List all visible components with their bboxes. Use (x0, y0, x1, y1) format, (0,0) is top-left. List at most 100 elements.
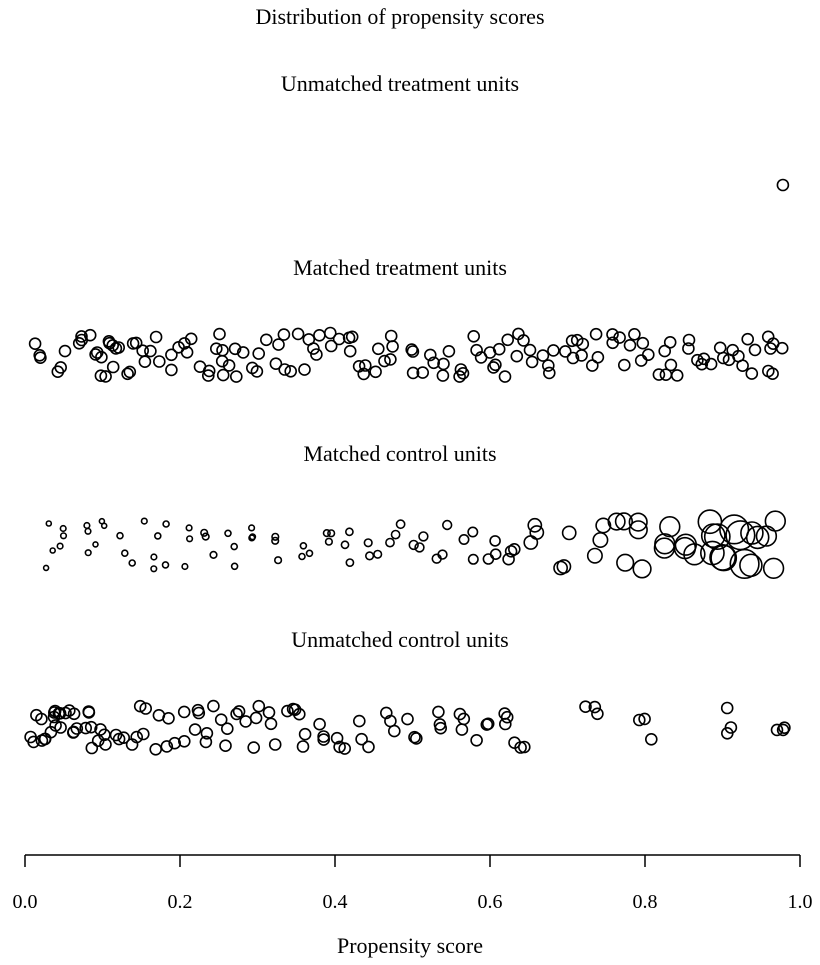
data-point (536, 349, 550, 362)
data-point (406, 345, 420, 358)
data-point (358, 359, 372, 372)
data-point (224, 529, 232, 538)
data-point (327, 529, 336, 538)
data-point (160, 740, 174, 753)
group-unmatched-control: Unmatched control units (24, 627, 791, 756)
data-point (764, 342, 777, 355)
data-point (116, 531, 124, 540)
data-point (683, 543, 706, 566)
data-point (268, 738, 282, 751)
data-point (99, 738, 112, 751)
data-point (628, 512, 648, 532)
group-label-matched-treatment: Matched treatment units (293, 255, 507, 280)
data-point (299, 541, 308, 550)
data-point (230, 562, 239, 571)
data-point (710, 544, 738, 572)
data-point (355, 732, 368, 746)
data-point (498, 707, 512, 720)
data-point (298, 552, 306, 561)
data-point (85, 741, 99, 755)
data-point (123, 365, 137, 379)
data-point (770, 723, 784, 737)
data-point (362, 740, 375, 754)
data-point (761, 364, 775, 378)
data-point (94, 369, 108, 383)
data-point (70, 722, 84, 735)
data-point (652, 368, 666, 381)
data-point (363, 538, 373, 548)
group-matched-treatment: Matched treatment units (28, 255, 789, 383)
chart-title: Distribution of propensity scores (255, 4, 544, 29)
data-point (35, 712, 48, 726)
points-unmatched-treatment (776, 178, 790, 192)
data-point (322, 528, 331, 538)
data-point (541, 359, 555, 372)
data-point (653, 537, 676, 559)
data-point (165, 348, 178, 362)
data-point (527, 517, 543, 533)
data-point (137, 727, 150, 741)
data-point (379, 706, 393, 720)
data-point (248, 524, 256, 532)
data-point (566, 351, 580, 365)
data-point (384, 329, 398, 343)
data-point (523, 535, 539, 550)
data-point (106, 360, 120, 374)
data-point (178, 734, 191, 748)
data-point (409, 732, 423, 745)
data-point (330, 731, 344, 745)
data-point (588, 700, 602, 714)
data-point (202, 369, 215, 382)
data-point (188, 723, 202, 736)
data-point (365, 551, 375, 561)
data-point (67, 707, 81, 721)
data-point (623, 338, 637, 352)
data-point (369, 365, 382, 379)
data-point (296, 740, 310, 753)
data-point (703, 523, 731, 551)
data-point (732, 349, 745, 363)
data-point (79, 721, 92, 735)
data-point (298, 363, 311, 376)
data-point (745, 367, 759, 380)
data-point (437, 549, 448, 560)
data-point (423, 348, 437, 362)
data-point (262, 706, 276, 719)
data-point (556, 559, 572, 574)
data-point (390, 529, 401, 540)
group-label-unmatched-treatment: Unmatched treatment units (281, 71, 519, 96)
data-point (542, 366, 556, 380)
group-unmatched-treatment: Unmatched treatment units (281, 71, 790, 192)
data-point (138, 355, 152, 369)
data-point (54, 721, 67, 734)
data-point (470, 343, 483, 357)
data-point (184, 332, 198, 346)
data-point (277, 328, 291, 341)
data-point (324, 537, 334, 546)
data-point (654, 533, 676, 555)
data-point (606, 328, 619, 341)
data-point (58, 344, 72, 358)
data-point (298, 727, 312, 741)
data-point (305, 549, 314, 558)
data-point (739, 553, 763, 578)
data-point (332, 332, 346, 346)
data-point (185, 524, 193, 532)
data-point (442, 519, 453, 531)
data-point (343, 344, 357, 358)
data-point (213, 327, 226, 341)
data-point (755, 525, 778, 547)
data-point (45, 520, 53, 527)
data-point (345, 558, 355, 567)
data-point (716, 351, 730, 365)
group-label-matched-control: Matched control units (303, 441, 496, 466)
data-point (489, 358, 502, 372)
x-tick-label: 0.8 (633, 891, 658, 913)
data-point (310, 348, 323, 361)
data-point (414, 542, 425, 553)
data-point (745, 525, 770, 550)
data-point (501, 333, 515, 347)
data-point (323, 326, 337, 340)
data-point (54, 361, 68, 374)
x-tick-label: 0.2 (168, 891, 193, 913)
